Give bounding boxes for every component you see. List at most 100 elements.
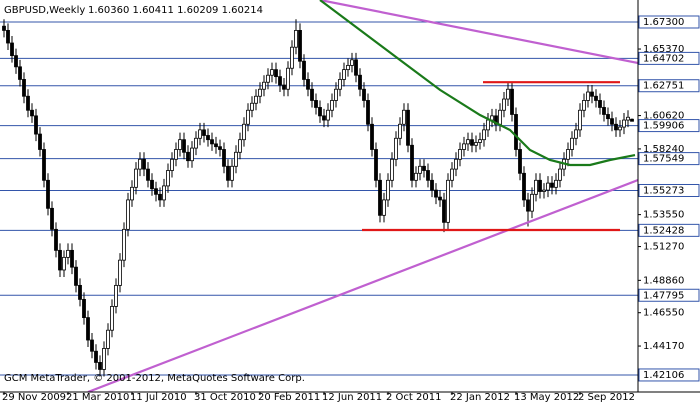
candle-body [318,107,322,117]
candle-body [290,46,294,69]
candle-body [342,69,346,80]
candle-body [574,129,578,139]
candle-body [130,186,134,201]
overlay-line [319,0,638,65]
candle-body [330,100,334,111]
candle-body [554,179,558,188]
candle-body [242,123,246,141]
candle-body [138,158,142,170]
candle-body [182,139,186,153]
candle-body [302,60,306,80]
candle-body [390,158,394,181]
x-tick-label: 21 Mar 2010 [66,392,129,402]
candle-body [214,143,218,148]
candle-body [614,123,618,131]
level-label-box [638,15,700,29]
overlay-line [319,0,636,167]
level-label: 1.55273 [643,185,684,196]
candle-body [622,119,626,128]
candle-body [306,79,310,90]
candle-body [194,137,198,149]
candle-body [298,30,302,62]
candle-body [438,196,442,201]
candle-body [106,329,110,349]
candle-body [82,298,86,319]
candle-body [294,30,298,48]
candle-body [466,139,470,145]
candle-body [370,123,374,150]
candle-body [374,149,378,181]
level-label-box [638,51,700,65]
candle-body [258,88,262,97]
candle-body [94,350,98,363]
candle-body [358,74,362,90]
candle-body [558,168,562,181]
candle-body [494,115,498,125]
candle-body [430,179,434,191]
candle-body [354,59,358,76]
candle-body [586,91,590,101]
candle-body [338,79,342,90]
candle-body [514,114,518,150]
candle-body [378,179,382,216]
level-label: 1.59906 [643,121,684,132]
candle-body [102,348,106,370]
candle-body [270,69,274,76]
candle-body [518,149,522,174]
candle-body [422,165,426,171]
candle-body [362,88,366,101]
candle-body [618,126,622,131]
candle-body [154,188,158,195]
level-label-box [638,288,700,302]
candle-body [62,256,66,271]
candle-body [126,199,130,230]
candle-body [474,142,478,146]
candle-body [530,193,534,212]
candle-body [178,139,182,150]
candle-body [238,139,242,153]
candle-body [410,144,414,181]
candle-body [630,118,634,122]
candle-body [170,158,174,171]
candle-body [98,362,102,370]
candle-body [262,81,266,90]
candle-body [250,102,254,111]
candle-body [230,165,234,181]
level-label-box [638,368,700,382]
candle-body [606,114,610,120]
candle-body [226,165,230,181]
candle-body [2,25,6,31]
candle-body [158,193,162,201]
candle-body [30,109,34,117]
candle-body [610,118,614,125]
candle-body [582,100,586,111]
candle-body [498,109,502,125]
candle-body [74,266,78,286]
candle-body [118,259,122,286]
x-tick-label: 20 Feb 2011 [258,392,320,402]
candle-body [502,98,506,111]
candle-body [402,109,406,125]
candle-body [206,135,210,141]
footer: GCM MetaTrader, © 2001-2012, MetaQuotes … [4,373,305,384]
candle-body [266,74,270,83]
candle-body [186,151,190,162]
x-tick-label: 29 Nov 2009 [2,392,66,402]
candle-body [510,88,514,115]
x-tick-label: 22 Jan 2012 [450,392,510,402]
candle-body [594,95,598,101]
candle-body [450,168,454,181]
candle-body [442,199,446,223]
candle-body [122,228,126,261]
chart-subtitle: 1.60360 1.60411 1.60209 1.60214 [88,5,263,16]
candle-body [134,168,138,188]
candle-body [406,109,410,146]
candle-body [382,199,386,216]
level-label-box [638,152,700,166]
plot-area [0,0,638,392]
y-tick-label: 1.58240 [643,144,684,155]
candle-body [202,129,206,136]
candle-body [578,109,582,131]
candle-body [66,249,70,258]
